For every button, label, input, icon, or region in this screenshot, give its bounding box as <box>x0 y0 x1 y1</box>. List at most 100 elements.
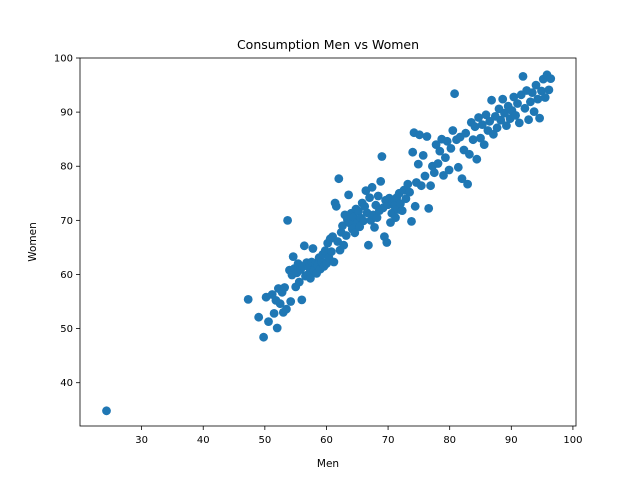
data-point <box>306 273 315 283</box>
data-point <box>450 89 459 99</box>
data-point <box>415 130 424 140</box>
data-point <box>461 128 471 138</box>
data-point <box>520 103 530 113</box>
x-tick-label: 90 <box>505 435 518 446</box>
data-point <box>403 179 413 189</box>
data-point <box>280 283 289 292</box>
data-point <box>502 121 511 130</box>
x-axis-label: Men <box>317 458 339 470</box>
data-point <box>514 118 524 128</box>
plot-frame <box>79 57 577 427</box>
data-point <box>264 317 273 326</box>
x-tick-label: 100 <box>563 435 582 446</box>
data-point <box>476 133 485 143</box>
chart-title: Consumption Men vs Women <box>237 37 419 52</box>
data-point <box>364 240 373 250</box>
data-point <box>259 332 268 342</box>
data-point <box>350 228 360 238</box>
y-axis-label: Women <box>27 222 39 262</box>
x-tick-label: 50 <box>258 435 271 446</box>
data-point <box>453 162 463 172</box>
data-point <box>331 201 341 211</box>
data-point <box>413 159 423 169</box>
data-point <box>441 153 450 163</box>
data-point <box>102 406 111 416</box>
data-point <box>470 122 480 132</box>
data-point <box>540 93 550 102</box>
data-point <box>382 238 392 247</box>
data-point <box>243 295 253 304</box>
data-point <box>511 111 520 120</box>
x-tick-label: 80 <box>443 435 456 446</box>
data-point <box>474 113 483 122</box>
data-point <box>533 94 543 104</box>
data-point <box>429 168 439 178</box>
data-point <box>535 113 544 123</box>
data-point <box>297 295 307 305</box>
data-point <box>339 240 349 250</box>
data-point <box>405 187 414 197</box>
data-point <box>465 149 474 159</box>
data-point <box>370 223 379 232</box>
data-point <box>477 120 487 129</box>
data-point <box>546 74 556 83</box>
data-point <box>334 174 344 184</box>
data-point <box>513 99 522 108</box>
data-point <box>283 216 292 225</box>
data-point <box>397 206 407 216</box>
data-point <box>286 297 296 306</box>
data-point <box>269 309 279 318</box>
data-point <box>463 179 472 189</box>
data-point <box>329 257 339 267</box>
y-tick-label: 80 <box>60 162 73 173</box>
data-point <box>498 94 508 104</box>
data-point <box>518 72 528 81</box>
data-point <box>433 159 443 168</box>
data-point <box>359 216 368 226</box>
y-tick-label: 50 <box>60 324 73 335</box>
data-point <box>426 181 435 191</box>
x-tick-label: 40 <box>197 435 210 446</box>
x-tick-label: 70 <box>382 435 395 446</box>
data-point <box>341 231 351 240</box>
data-point <box>439 171 448 180</box>
data-point <box>435 146 445 156</box>
data-point <box>408 147 418 157</box>
x-tick-label: 60 <box>320 435 333 446</box>
data-point <box>448 126 458 135</box>
data-point <box>338 221 347 231</box>
y-tick-label: 90 <box>60 108 73 119</box>
data-point <box>487 95 496 105</box>
data-point <box>481 110 491 120</box>
data-point <box>442 136 452 146</box>
data-point <box>500 108 509 118</box>
data-point <box>410 201 420 211</box>
data-point <box>377 152 387 161</box>
data-point <box>294 277 304 287</box>
data-point <box>275 299 285 309</box>
ticks-layer: 30 40 50 60 70 80 90 100 40 50 60 70 80 90 100 <box>54 54 583 447</box>
data-point <box>472 154 482 164</box>
y-tick-label: 100 <box>54 54 73 65</box>
data-point <box>431 140 441 150</box>
data-point <box>367 182 377 192</box>
data-point <box>327 247 336 257</box>
data-point <box>468 135 478 145</box>
data-point <box>354 206 363 216</box>
data-point <box>344 190 353 200</box>
data-point <box>254 312 264 322</box>
data-point <box>479 140 489 150</box>
data-point <box>529 107 539 116</box>
data-point <box>422 132 432 141</box>
x-tick-label: 30 <box>135 435 148 446</box>
data-point <box>526 97 535 107</box>
data-point <box>365 193 374 203</box>
data-point <box>407 217 416 226</box>
data-point <box>391 213 400 223</box>
data-point <box>509 92 519 102</box>
data-point <box>418 151 428 160</box>
data-point <box>524 115 533 125</box>
data-point <box>489 129 498 139</box>
data-point <box>496 115 506 125</box>
